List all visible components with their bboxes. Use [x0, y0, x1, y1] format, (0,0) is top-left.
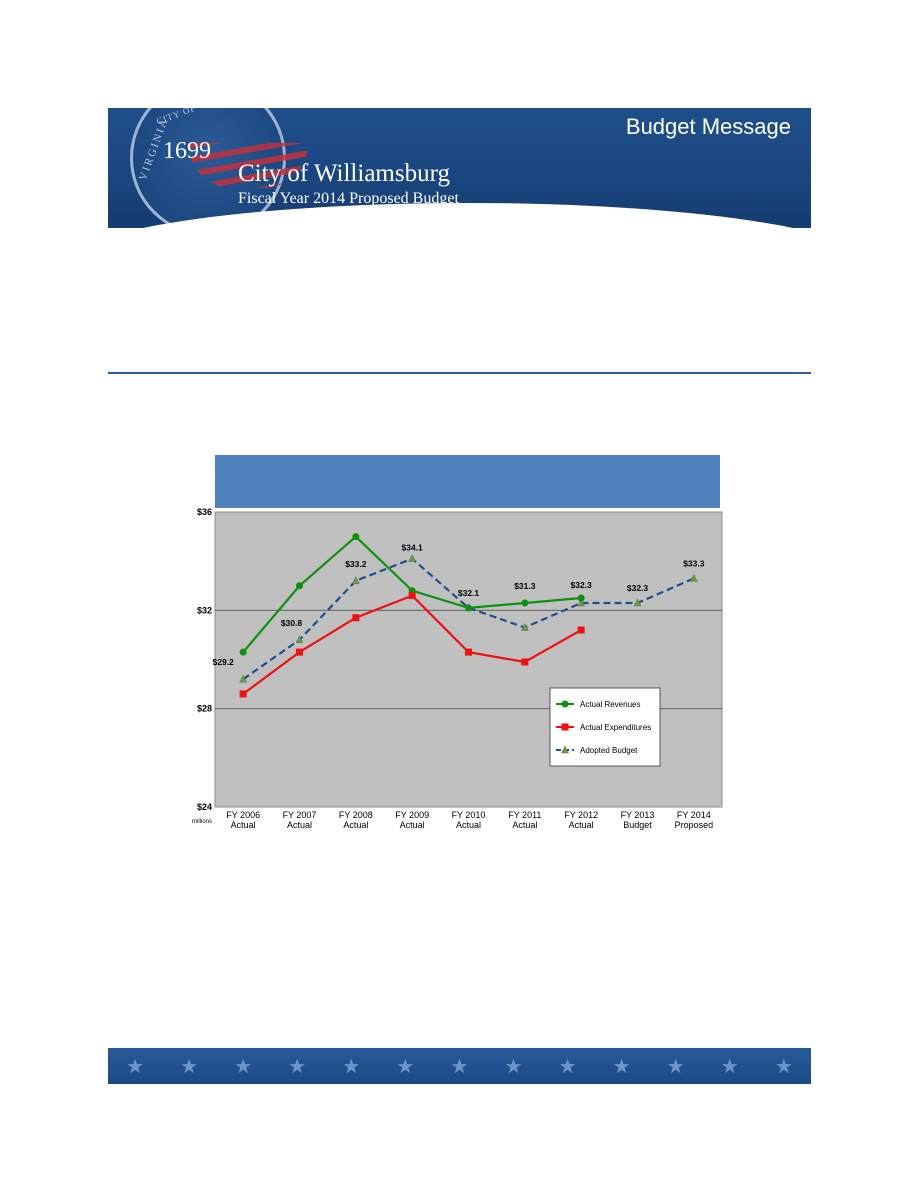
data-label: $33.3: [683, 558, 705, 568]
x-tick-label-sub: Actual: [512, 820, 537, 830]
x-tick-label-sub: Proposed: [675, 820, 714, 830]
seal-year: 1699: [163, 138, 211, 164]
chart-header-band: [215, 455, 720, 508]
data-point: [351, 576, 360, 585]
y-unit-label: millions: [192, 819, 212, 825]
x-tick-label-sub: Actual: [231, 820, 256, 830]
data-point: [352, 533, 360, 541]
x-tick-label-sub: Actual: [569, 820, 594, 830]
star-icon: ★: [666, 1055, 685, 1078]
legend-label: Actual Revenues: [580, 700, 640, 709]
banner-title: City of Williamsburg: [238, 160, 450, 187]
banner-subtitle: Fiscal Year 2014 Proposed Budget: [238, 190, 459, 207]
data-point: [521, 658, 529, 666]
y-tick-label: $28: [197, 704, 212, 714]
legend-marker: [561, 745, 569, 754]
data-label: $32.3: [627, 583, 649, 593]
seal-text-top: CITY OF WILLIAMSBURG: [155, 108, 277, 126]
x-tick-label: FY 2008: [339, 810, 373, 820]
x-tick-label: FY 2007: [283, 810, 317, 820]
x-tick-label: FY 2013: [621, 810, 655, 820]
x-tick-label: FY 2009: [395, 810, 429, 820]
data-point: [521, 599, 529, 607]
data-point: [296, 648, 303, 656]
data-point: [633, 598, 642, 607]
data-point: [352, 614, 360, 622]
data-point: [465, 648, 472, 656]
footer-banner: ★ ★ ★ ★ ★ ★ ★ ★ ★ ★ ★ ★ ★: [108, 1048, 811, 1084]
data-label: $34.1: [402, 543, 424, 553]
data-label: $29.2: [213, 657, 235, 667]
data-label: $31.3: [514, 581, 536, 591]
data-point: [577, 594, 585, 602]
x-tick-label: FY 2014: [677, 810, 711, 820]
star-icon: ★: [774, 1055, 793, 1078]
star-icon: ★: [396, 1055, 415, 1078]
footer-stars: ★ ★ ★ ★ ★ ★ ★ ★ ★ ★ ★ ★ ★: [108, 1053, 811, 1079]
y-tick-label: $32: [197, 605, 212, 615]
legend-marker: [561, 723, 569, 731]
x-tick-label: FY 2012: [564, 810, 598, 820]
data-point: [689, 573, 698, 582]
data-label: $32.3: [571, 580, 593, 590]
x-tick-label-sub: Budget: [623, 820, 652, 830]
data-point: [239, 648, 247, 656]
header-banner: 1699 VIRGINIA CITY OF WILLIAMSBURG City …: [108, 108, 811, 228]
star-icon: ★: [126, 1055, 144, 1078]
data-point: [239, 674, 248, 683]
data-point: [296, 582, 303, 590]
series-line-adopted-budget: [242, 557, 695, 681]
star-icon: ★: [450, 1055, 469, 1078]
star-icon: ★: [504, 1055, 523, 1078]
data-label: $33.2: [345, 559, 367, 569]
data-label: $30.8: [281, 618, 303, 628]
x-tick-label-sub: Actual: [287, 820, 312, 830]
x-tick-label: FY 2010: [452, 810, 486, 820]
x-tick-label-sub: Actual: [400, 820, 425, 830]
star-icon: ★: [234, 1055, 253, 1078]
star-icon: ★: [720, 1055, 739, 1078]
budget-line-chart: $24 $28 $32 $36 millions FY 2006 Actual FY 2007…: [185, 455, 725, 845]
section-divider: [108, 372, 811, 374]
section-title: Budget Message: [625, 114, 791, 139]
star-icon: ★: [180, 1055, 199, 1078]
data-point: [577, 598, 586, 607]
city-seal: 1699 VIRGINIA CITY OF WILLIAMSBURG: [130, 108, 308, 228]
x-tick-label-sub: Actual: [343, 820, 368, 830]
star-icon: ★: [342, 1055, 361, 1078]
x-tick-label: FY 2011: [508, 810, 541, 820]
data-point: [239, 690, 247, 698]
legend-label: Actual Expenditures: [580, 723, 651, 732]
data-label: $32.1: [458, 588, 480, 598]
y-tick-label: $36: [197, 507, 212, 517]
legend-marker: [561, 700, 569, 708]
legend-label: Adopted Budget: [580, 746, 638, 755]
star-icon: ★: [612, 1055, 631, 1078]
data-point: [520, 622, 529, 631]
data-point: [295, 635, 304, 644]
star-icon: ★: [558, 1055, 577, 1078]
data-point: [577, 626, 585, 634]
y-tick-label: $24: [197, 802, 212, 812]
data-point: [408, 592, 416, 600]
data-point: [465, 604, 472, 612]
x-tick-label: FY 2006: [226, 810, 260, 820]
x-tick-label-sub: Actual: [456, 820, 481, 830]
data-point: [408, 554, 417, 562]
star-icon: ★: [288, 1055, 307, 1078]
